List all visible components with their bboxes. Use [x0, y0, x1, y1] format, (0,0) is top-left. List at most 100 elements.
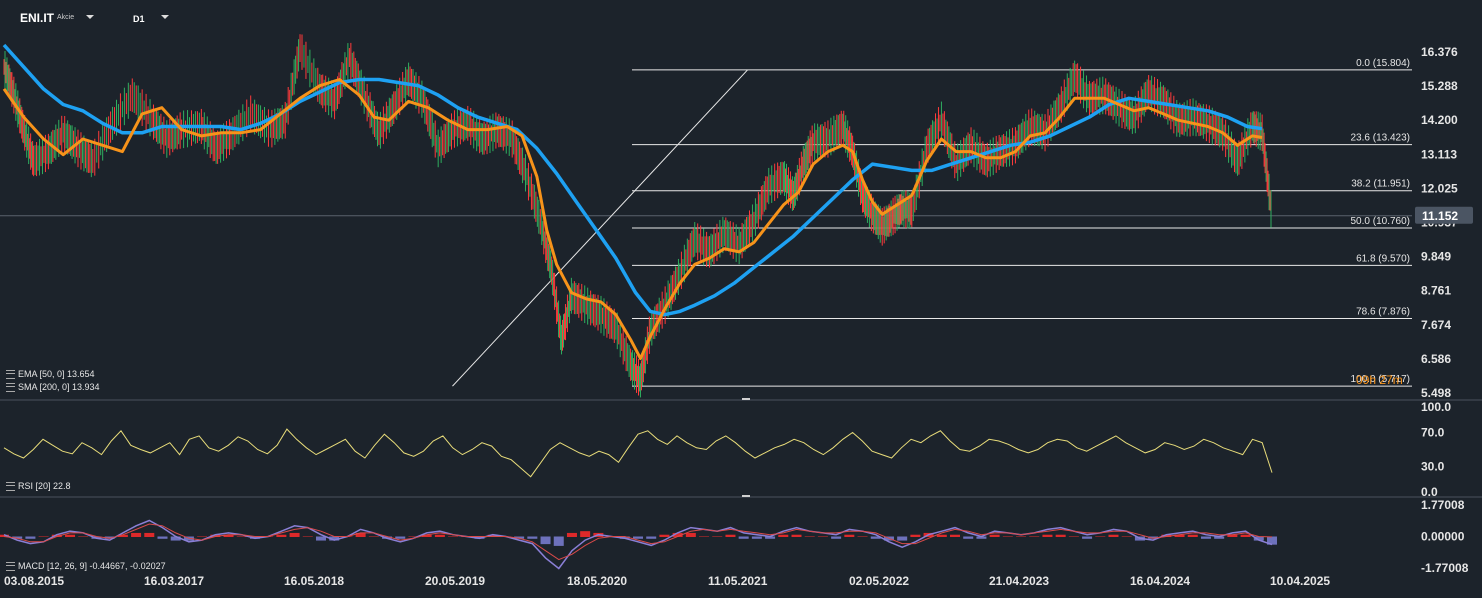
macd-legend[interactable]: MACD [12, 26, 9] -0.44667, -0.02027: [6, 561, 166, 571]
macd-histogram-bar: [910, 534, 921, 537]
macd-histogram-bar: [197, 536, 208, 537]
macd-histogram-bar: [1267, 536, 1277, 545]
macd-histogram-bar: [817, 536, 828, 537]
macd-histogram-bar: [236, 536, 247, 537]
macd-histogram-bar: [857, 536, 868, 537]
macd-histogram-bar: [368, 536, 379, 537]
rsi-pane: [3, 428, 1273, 478]
rsi-axis-tick: 70.0: [1421, 426, 1445, 440]
macd-histogram-bar: [25, 536, 36, 539]
macd-histogram-bar: [1253, 536, 1264, 541]
macd-histogram-bar: [1002, 536, 1013, 537]
macd-axis-tick: 1.77008: [1421, 498, 1465, 512]
date-axis-tick: 20.05.2019: [425, 574, 485, 588]
date-axis-tick: 16.04.2024: [1130, 574, 1190, 588]
fib-level-label: 23.6 (13.423): [1351, 133, 1411, 144]
macd-histogram-bar: [936, 534, 947, 537]
macd-histogram-bar: [1174, 534, 1185, 537]
current-price-tag: [1415, 206, 1473, 224]
macd-histogram-bar: [1187, 534, 1198, 537]
macd-axis-tick: 0.00000: [1421, 530, 1465, 544]
macd-histogram-bar: [117, 534, 128, 537]
macd-histogram-bar: [751, 536, 762, 539]
price-axis-tick: 5.498: [1421, 386, 1451, 400]
macd-histogram-bar: [408, 536, 419, 537]
timeframe-dropdown-icon[interactable]: [161, 15, 169, 19]
macd-histogram-bar: [1042, 534, 1053, 537]
macd-histogram-bar: [289, 532, 300, 537]
date-axis-tick: 11.05.2021: [708, 574, 768, 588]
macd-histogram-bar: [1095, 536, 1106, 537]
price-axis-tick: 15.288: [1421, 79, 1458, 93]
fib-level-label: 38.2 (11.951): [1351, 179, 1410, 190]
macd-histogram-bar: [963, 536, 974, 539]
macd-histogram-bar: [421, 534, 432, 537]
instrument-type: Akcie: [57, 14, 75, 21]
macd-histogram-bar: [1214, 536, 1225, 539]
macd-histogram-bar: [778, 534, 789, 537]
price-axis-tick: 7.674: [1421, 318, 1451, 332]
macd-histogram-bar: [580, 531, 591, 537]
macd-histogram-bar: [685, 532, 696, 537]
macd-histogram-bar: [633, 536, 643, 539]
fib-level-label: 0.0 (15.804): [1356, 58, 1410, 69]
date-axis-tick: 21.04.2023: [989, 574, 1049, 588]
macd-histogram-bar: [1108, 534, 1119, 537]
macd-histogram-bar: [1029, 536, 1040, 537]
macd-histogram-bar: [104, 536, 115, 539]
price-axis-tick: 13.113: [1421, 147, 1457, 161]
price-axis-tick: 6.586: [1421, 352, 1451, 366]
sma-legend[interactable]: SMA [200, 0] 13.934: [6, 382, 100, 392]
macd-histogram-bar: [712, 536, 723, 537]
sma-line: [2, 43, 1263, 317]
date-axis-tick: 16.03.2017: [144, 574, 204, 588]
ema-line: [2, 78, 1263, 360]
fib-level-label: 61.8 (9.570): [1356, 253, 1410, 264]
macd-axis-tick: -1.77008: [1421, 561, 1469, 575]
menu-icon[interactable]: [6, 369, 15, 379]
macd-histogram-bar: [1016, 536, 1027, 537]
macd-histogram-bar: [1161, 534, 1172, 537]
grid: [0, 215, 1482, 498]
macd-histogram-bar: [38, 536, 49, 537]
macd-histogram-bar: [1227, 534, 1238, 537]
macd-histogram-bar: [12, 536, 23, 539]
macd-histogram-bar: [170, 536, 181, 541]
ema-legend[interactable]: EMA [50, 0] 13.654: [6, 369, 95, 379]
fib-level-label: 50.0 (10.760): [1351, 216, 1411, 227]
menu-icon[interactable]: [6, 382, 15, 392]
menu-icon[interactable]: [6, 561, 15, 571]
current-price-label: 11.152: [1422, 209, 1458, 223]
symbol-dropdown-icon[interactable]: [86, 15, 94, 19]
macd-histogram-bar: [950, 534, 960, 537]
rsi-legend[interactable]: RSI [20] 22.8: [6, 481, 71, 491]
timeframe-label[interactable]: D1: [133, 14, 145, 24]
menu-icon[interactable]: [6, 481, 15, 491]
rsi-axis-tick: 100.0: [1421, 400, 1451, 414]
price-axis-tick: 14.200: [1421, 113, 1458, 127]
macd-histogram-bar: [659, 534, 670, 537]
trendline: [452, 69, 748, 387]
macd-histogram-bar: [65, 534, 76, 537]
ema-legend-label: EMA [50, 0] 13.654: [18, 369, 95, 379]
date-axis-tick: 10.04.2025: [1270, 574, 1330, 588]
sma-legend-label: SMA [200, 0] 13.934: [18, 382, 100, 392]
macd-histogram-bar: [355, 532, 366, 537]
rsi-axis-tick: 0.0: [1421, 485, 1438, 499]
price-axis-tick: 16.376: [1421, 45, 1458, 59]
macd-histogram-bar: [276, 534, 287, 537]
macd-histogram-bar: [976, 536, 987, 539]
macd-histogram-bar: [302, 536, 313, 537]
macd-histogram-bar: [989, 534, 1000, 537]
macd-histogram-bar: [316, 536, 326, 541]
fib-level-label: 100.0 (5.717): [1351, 374, 1411, 385]
symbol-label[interactable]: ENI.IT: [20, 11, 55, 25]
macd-histogram-bar: [765, 536, 776, 539]
price-axis-tick: 8.761: [1421, 284, 1451, 298]
price-axis-tick: 9.849: [1421, 250, 1451, 264]
macd-histogram-bar: [329, 536, 340, 541]
price-axis-tick: 12.025: [1421, 181, 1458, 195]
macd-histogram-bar: [434, 534, 445, 537]
